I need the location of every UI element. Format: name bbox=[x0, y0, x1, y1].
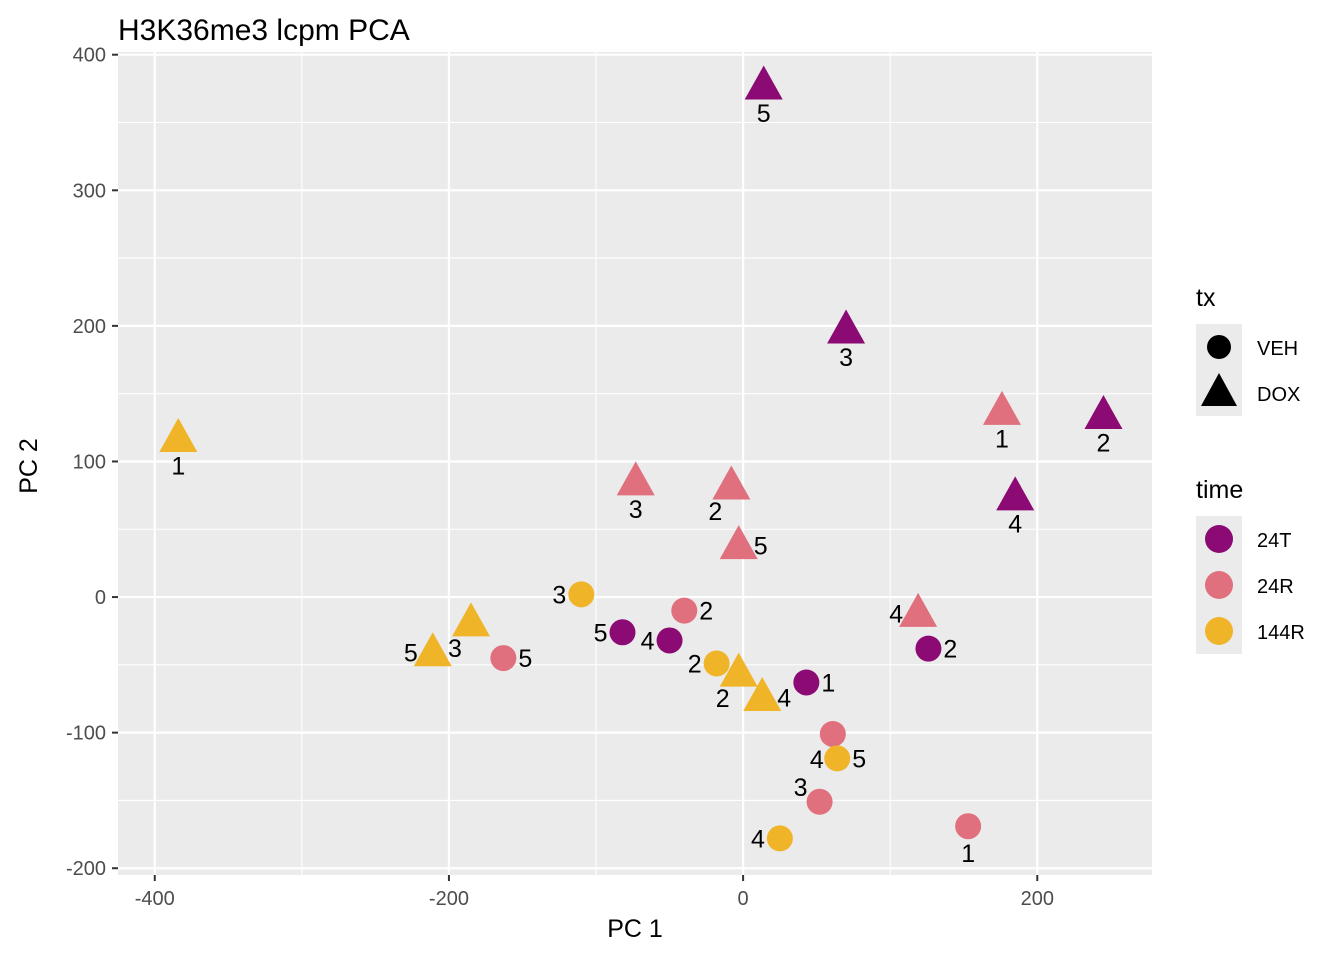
gridlines bbox=[118, 52, 1152, 875]
point-triangle bbox=[827, 309, 866, 344]
y-tick-label: 400 bbox=[73, 45, 106, 67]
point-circle bbox=[703, 650, 730, 677]
point-circle bbox=[766, 825, 793, 852]
legend-key-24t bbox=[1205, 525, 1233, 553]
point-label: 1 bbox=[821, 669, 835, 697]
point-label: 5 bbox=[754, 533, 768, 561]
point-label: 2 bbox=[716, 685, 730, 713]
legend-label-veh: VEH bbox=[1257, 338, 1298, 360]
plot-title: H3K36me3 lcpm PCA bbox=[118, 14, 410, 47]
point-circle bbox=[915, 635, 942, 662]
point-label: 4 bbox=[889, 600, 903, 628]
point-triangle bbox=[159, 418, 198, 453]
point-label: 3 bbox=[839, 344, 853, 372]
point-label: 1 bbox=[995, 425, 1009, 453]
point-label: 2 bbox=[699, 598, 713, 626]
point-label: 5 bbox=[594, 619, 608, 647]
x-tick-label: -400 bbox=[135, 888, 175, 910]
point-label: 3 bbox=[552, 581, 566, 609]
point-label: 3 bbox=[794, 774, 808, 802]
x-tick-label: 0 bbox=[738, 888, 749, 910]
point-triangle bbox=[982, 390, 1021, 425]
y-tick-label: 0 bbox=[95, 587, 106, 609]
axis-ticks: -400 -200 0 200 -200 -100 0 100 200 300 400 bbox=[66, 45, 1054, 910]
point-label: 4 bbox=[777, 684, 791, 712]
point-triangle bbox=[616, 461, 655, 496]
point-circle bbox=[819, 720, 846, 747]
point-triangle bbox=[744, 65, 783, 100]
point-circle bbox=[568, 581, 595, 608]
point-label: 2 bbox=[1097, 429, 1111, 457]
legend-key-144r bbox=[1205, 617, 1233, 645]
legend-key-triangle bbox=[1201, 373, 1237, 406]
point-label: 2 bbox=[943, 636, 957, 664]
point-circle bbox=[793, 669, 820, 696]
legend-title-tx: tx bbox=[1196, 284, 1216, 312]
point-label: 4 bbox=[641, 627, 655, 655]
x-axis-title: PC 1 bbox=[607, 915, 663, 943]
point-circle bbox=[656, 627, 683, 654]
point-triangle bbox=[996, 476, 1035, 511]
y-axis-title: PC 2 bbox=[15, 438, 43, 494]
point-label: 1 bbox=[961, 840, 975, 868]
point-triangle bbox=[712, 465, 751, 500]
point-triangle bbox=[719, 652, 758, 687]
legend-label-dox: DOX bbox=[1257, 384, 1300, 406]
y-tick-label: 200 bbox=[73, 316, 106, 338]
legend-key-24r bbox=[1205, 571, 1233, 599]
point-circle bbox=[490, 645, 517, 672]
point-label: 5 bbox=[852, 745, 866, 773]
point-triangle bbox=[743, 676, 782, 711]
y-tick-label: -100 bbox=[66, 723, 106, 745]
point-label: 4 bbox=[810, 746, 824, 774]
legend-label-144r: 144R bbox=[1257, 622, 1305, 644]
point-triangle bbox=[452, 602, 491, 637]
point-triangle bbox=[1084, 394, 1123, 429]
point-triangle bbox=[899, 592, 938, 627]
point-circle bbox=[671, 597, 698, 624]
point-label: 2 bbox=[688, 650, 702, 678]
point-circle bbox=[824, 745, 851, 772]
point-label: 3 bbox=[448, 635, 462, 663]
point-circle bbox=[806, 788, 833, 815]
point-label: 5 bbox=[518, 645, 532, 673]
legend-title-time: time bbox=[1196, 476, 1243, 504]
point-triangle bbox=[719, 525, 758, 560]
point-label: 1 bbox=[171, 452, 185, 480]
point-label: 3 bbox=[629, 496, 643, 524]
point-label: 4 bbox=[1008, 511, 1022, 539]
point-label: 5 bbox=[404, 640, 418, 668]
legend-label-24r: 24R bbox=[1257, 576, 1294, 598]
y-tick-label: 100 bbox=[73, 451, 106, 473]
point-label: 5 bbox=[757, 100, 771, 128]
point-label: 2 bbox=[708, 498, 722, 526]
legend-label-24t: 24T bbox=[1257, 530, 1291, 552]
legend-key-circle bbox=[1207, 335, 1231, 359]
point-label: 4 bbox=[751, 825, 765, 853]
point-triangle bbox=[413, 632, 452, 667]
y-tick-label: -200 bbox=[66, 858, 106, 880]
data-points bbox=[159, 65, 1123, 852]
legend: tx VEH DOX time 24T 24R 144R bbox=[1196, 284, 1305, 654]
x-tick-label: 200 bbox=[1021, 888, 1054, 910]
y-tick-label: 300 bbox=[73, 180, 106, 202]
point-circle bbox=[609, 619, 636, 646]
point-circle bbox=[955, 813, 982, 840]
x-tick-label: -200 bbox=[429, 888, 469, 910]
